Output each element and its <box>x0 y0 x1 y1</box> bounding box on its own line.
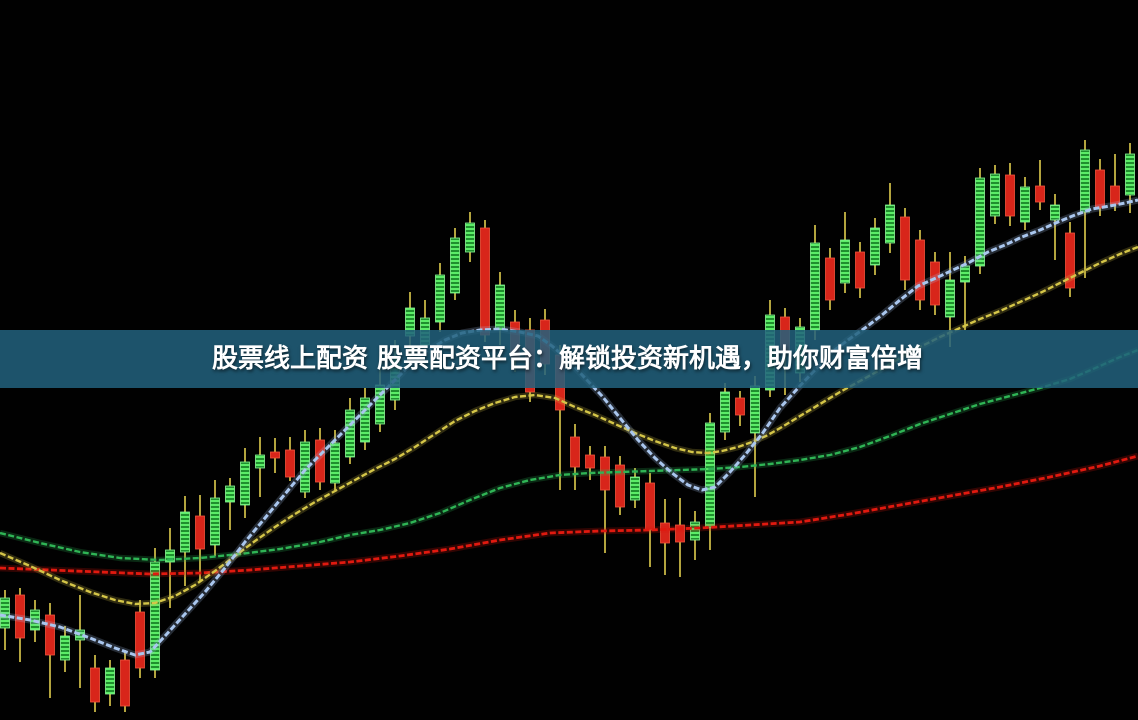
ma-fast-white-blue-line <box>0 196 1138 659</box>
ma-slow-green-line <box>0 347 1138 564</box>
ma-long-red-line <box>0 452 1138 578</box>
headline-text: 股票线上配资 股票配资平台：解锁投资新机遇，助你财富倍增 <box>212 344 924 374</box>
headline-banner: 股票线上配资 股票配资平台：解锁投资新机遇，助你财富倍增 <box>0 330 1138 388</box>
